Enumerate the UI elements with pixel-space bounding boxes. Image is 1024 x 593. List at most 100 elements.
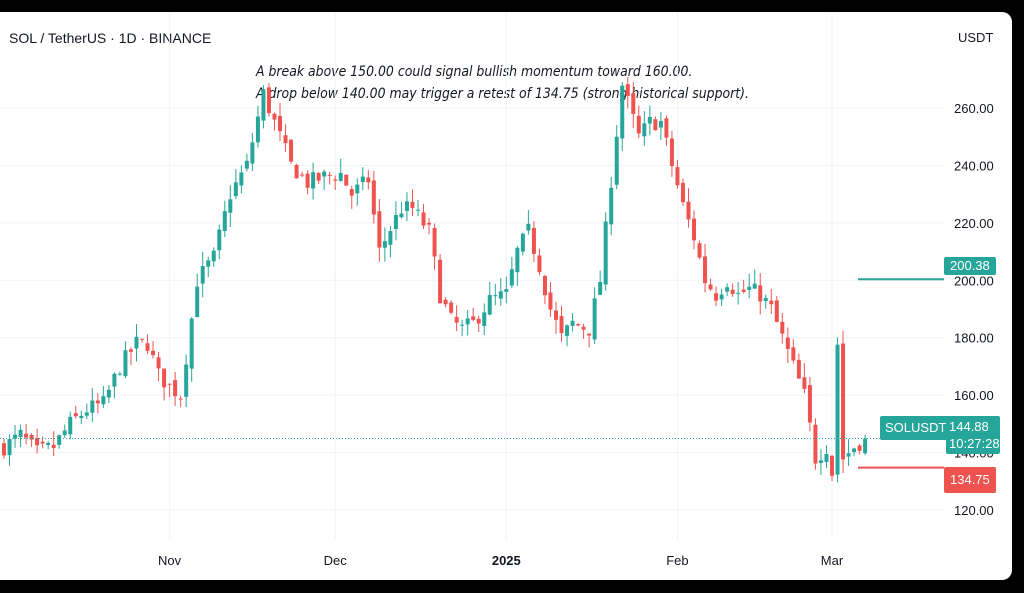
candle-body <box>294 164 299 179</box>
candle-body <box>184 364 189 397</box>
candle-body <box>167 383 172 385</box>
candle-body <box>791 347 796 361</box>
candle-body <box>863 438 868 454</box>
candle-body <box>603 221 608 285</box>
y-tick-label: 260.00 <box>954 101 994 116</box>
candle-body <box>758 285 763 302</box>
candle-body <box>217 229 222 251</box>
candle-body <box>769 300 774 305</box>
symbol-title: SOL / TetherUS · 1D · BINANCE <box>9 30 212 46</box>
candle-body <box>432 227 437 257</box>
x-tick-label: 2025 <box>492 553 521 568</box>
candlestick-chart[interactable]: 120.00140.00160.00180.00200.00220.00240.… <box>0 0 1012 580</box>
candle-body <box>692 218 696 241</box>
candle-body <box>399 213 404 218</box>
candle-body <box>736 292 741 294</box>
candle-body <box>642 123 647 137</box>
candle-body <box>46 442 51 446</box>
candle-body <box>283 135 288 144</box>
candle-body <box>730 289 735 294</box>
candle-body <box>35 437 40 446</box>
candle-body <box>747 286 752 290</box>
candle-body <box>465 318 470 325</box>
candle-body <box>366 177 371 183</box>
grid-lines <box>0 12 944 540</box>
candle-body <box>305 173 310 188</box>
candle-body <box>725 287 730 292</box>
candle-body <box>24 433 29 438</box>
candle-body <box>542 276 547 296</box>
candle-body <box>410 201 415 208</box>
candle-body <box>289 139 294 162</box>
x-tick-label: Dec <box>324 553 348 568</box>
candle-body <box>300 174 305 176</box>
candle-body <box>79 415 84 419</box>
candle-body <box>427 222 432 225</box>
level-low-badge: 134.75 <box>944 467 996 493</box>
candle-body <box>178 398 183 400</box>
level-lines <box>0 278 944 469</box>
candle-body <box>272 113 277 120</box>
candle-body <box>40 441 45 444</box>
candle-body <box>316 172 321 181</box>
candle-body <box>244 160 249 169</box>
candles <box>2 77 868 483</box>
candle-body <box>675 167 680 186</box>
candle-body <box>377 211 382 248</box>
annotation-line-1: A break above 150.00 could signal bullis… <box>256 64 693 80</box>
candle-body <box>123 350 128 377</box>
candle-body <box>371 180 376 215</box>
candle-body <box>658 121 663 128</box>
candle-body <box>476 318 481 324</box>
candle-body <box>741 289 746 292</box>
candle-body <box>421 212 426 226</box>
candle-body <box>73 413 78 417</box>
candle-body <box>625 84 630 96</box>
candle-body <box>548 292 553 310</box>
candle-body <box>697 243 702 258</box>
candle-body <box>620 85 625 139</box>
candle-body <box>703 256 708 284</box>
candle-body <box>509 269 514 286</box>
candle-body <box>609 187 614 225</box>
candle-body <box>29 435 34 440</box>
candle-body <box>614 136 619 185</box>
candle-body <box>206 260 211 267</box>
candle-body <box>774 300 779 322</box>
candle-body <box>333 179 338 181</box>
currency-label[interactable]: USDT <box>958 30 994 45</box>
candle-body <box>785 337 790 349</box>
candle-body <box>7 439 12 456</box>
x-axis-ticks: Nov Dec 2025 Feb Mar <box>158 553 844 568</box>
candle-body <box>250 142 255 164</box>
candle-body <box>830 455 834 476</box>
candle-body <box>714 293 719 301</box>
symbol-badge: SOLUSDT <box>880 416 952 440</box>
candle-body <box>68 416 73 435</box>
candle-body <box>841 343 846 460</box>
x-tick-label: Feb <box>666 553 688 568</box>
candle-body <box>653 119 658 131</box>
candle-body <box>460 324 465 326</box>
candle-body <box>228 199 233 213</box>
candle-body <box>493 295 498 297</box>
candle-body <box>752 283 757 289</box>
candle-body <box>559 315 564 334</box>
candle-body <box>802 377 807 389</box>
candle-body <box>818 460 823 463</box>
candle-body <box>631 93 636 114</box>
candle-body <box>128 349 133 352</box>
candle-body <box>360 176 365 182</box>
candle-body <box>504 289 509 292</box>
candle-body <box>173 380 178 397</box>
candle-body <box>669 138 674 167</box>
candle-body <box>482 312 487 326</box>
candle-body <box>498 291 503 299</box>
candle-body <box>813 424 818 464</box>
candle-body <box>278 116 282 132</box>
candle-body <box>531 227 536 254</box>
candle-body <box>846 453 851 457</box>
candle-body <box>807 385 812 423</box>
annotation-line-2: A drop below 140.00 may trigger a retest… <box>256 86 749 102</box>
candle-body <box>261 89 266 121</box>
